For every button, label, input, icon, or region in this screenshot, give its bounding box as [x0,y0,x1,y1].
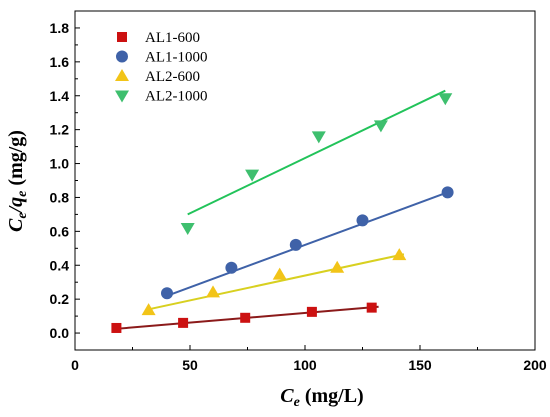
x-tick-label: 0 [71,357,79,373]
data-point-AL1-1000 [356,214,369,227]
y-axis-var1: C [5,218,27,232]
data-point-AL2-600 [206,285,220,298]
y-tick-label: 0.8 [50,189,70,205]
fit-line-AL2-1000 [187,89,446,216]
x-tick-label: 100 [293,357,317,373]
data-point-AL1-600 [178,317,189,328]
y-tick-label: 0.4 [50,257,70,273]
data-point-AL1-600 [240,312,251,323]
x-tick-label: 200 [523,357,547,373]
data-point-AL1-1000 [161,287,173,300]
y-tick-label: 1.2 [50,122,70,138]
legend-marker-AL2-1000 [115,90,129,103]
legend-marker-AL1-1000 [116,50,128,63]
data-point-AL2-600 [141,303,156,316]
x-axis-title: Ce (mg/L) [280,385,363,410]
x-axis-sub: e [294,395,300,410]
data-point-AL2-600 [272,267,287,280]
data-point-AL2-1000 [245,169,260,182]
data-points [111,93,454,333]
data-point-AL2-600 [330,260,345,273]
y-tick-label: 1.8 [50,20,70,36]
y-tick-label: 1.6 [50,54,70,70]
data-point-AL2-600 [392,248,407,261]
data-point-AL1-600 [306,306,317,317]
data-point-AL2-1000 [180,222,195,235]
y-tick-label: 0.6 [50,223,70,239]
x-axis-var: C [280,385,294,407]
legend: AL1-600 AL1-1000 AL2-600 AL2-1000 [115,30,208,105]
x-tick-label: 150 [408,357,432,373]
legend-label-AL2-1000: AL2-1000 [145,89,208,105]
fit-line-AL2-600 [148,253,405,311]
legend-marker-AL2-600 [115,69,129,81]
y-tick-label: 0.2 [50,291,70,307]
data-point-AL2-1000 [438,93,453,106]
y-axis-title: Ce/qe (mg/g) [5,130,30,232]
y-tick-label: 0.0 [50,325,70,341]
data-point-AL2-1000 [311,131,326,144]
y-tick-label: 1.4 [50,88,70,104]
y-axis-var2: q [5,197,27,207]
data-point-AL2-1000 [373,120,388,133]
y-axis-sep: / [5,204,27,214]
data-point-AL1-1000 [225,261,238,274]
legend-marker-AL1-600 [117,32,127,42]
legend-label-AL1-600: AL1-600 [145,30,200,46]
data-point-AL1-600 [111,322,122,333]
legend-label-AL1-1000: AL1-1000 [145,50,208,66]
fit-line-AL1-1000 [166,191,448,297]
y-axis-unit: (mg/g) [5,130,27,191]
data-point-AL1-1000 [289,238,302,251]
y-axis-sub1: e [15,212,30,218]
y-tick-label: 1.0 [50,156,70,172]
plot-frame [74,10,536,351]
x-tick-label: 50 [182,357,198,373]
legend-label-AL2-600: AL2-600 [145,69,200,85]
data-point-AL1-600 [366,302,377,313]
axis-ticks: 0 50 100 150 200 0.0 0.2 0.4 0.6 0.8 1.0 1.2 1.4 1.6 1… [50,20,547,373]
data-point-AL1-1000 [441,186,454,199]
x-axis-unit: (mg/L) [300,385,364,407]
y-axis-sub2: e [15,191,30,197]
